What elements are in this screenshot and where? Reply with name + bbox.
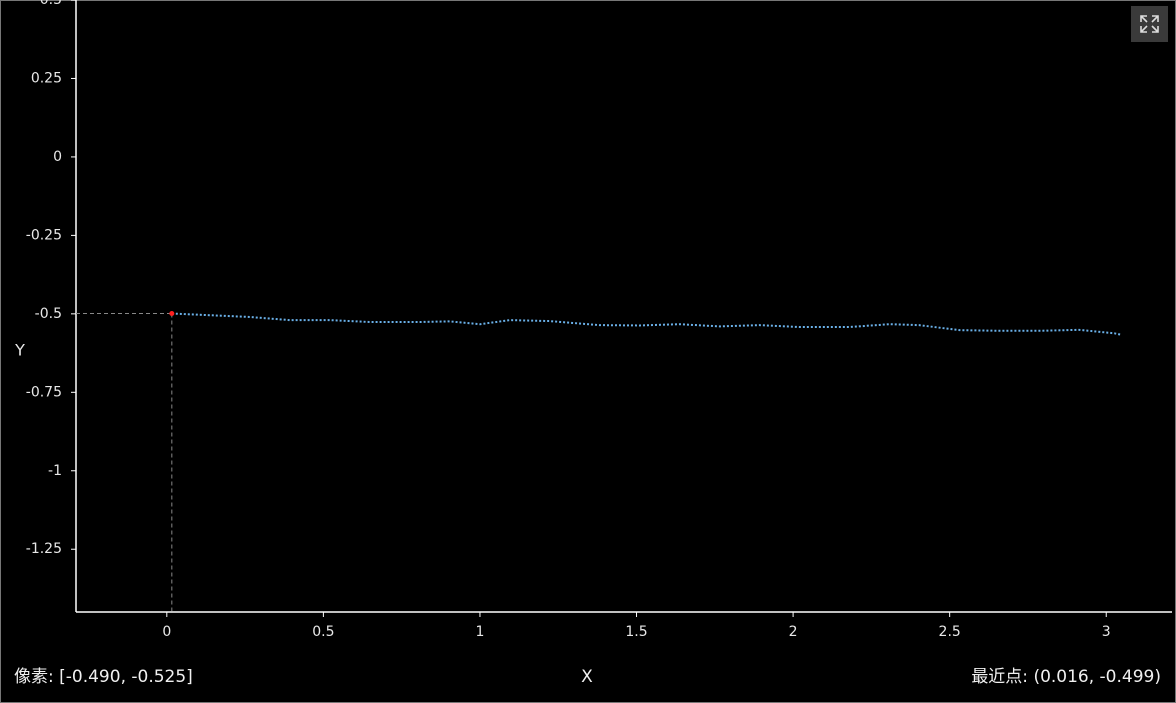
x-tick-label: 3 bbox=[1102, 624, 1111, 640]
data-line bbox=[171, 312, 1123, 336]
x-tick-label: 0.5 bbox=[312, 624, 334, 640]
y-tick-label: 0.5 bbox=[40, 0, 62, 8]
y-tick-label: -0.75 bbox=[26, 384, 62, 400]
y-tick-label: 0 bbox=[53, 149, 62, 165]
nearest-readout: 最近点: (0.016, -0.499) bbox=[971, 667, 1161, 687]
x-tick-label: 2.5 bbox=[939, 624, 961, 640]
y-tick-label: -0.25 bbox=[26, 227, 62, 243]
fullscreen-bg[interactable] bbox=[1131, 6, 1168, 42]
x-tick-label: 2 bbox=[789, 624, 798, 640]
x-axis-label: X bbox=[581, 667, 593, 687]
fullscreen-icon[interactable] bbox=[1140, 15, 1159, 33]
y-tick-label: -0.5 bbox=[35, 306, 62, 322]
y-axis-label: Y bbox=[14, 341, 25, 360]
x-tick-label: 1.5 bbox=[625, 624, 647, 640]
nearest-point bbox=[169, 311, 175, 317]
y-tick-label: -1 bbox=[48, 463, 62, 479]
y-tick-label: -1.25 bbox=[26, 541, 62, 557]
y-tick-label: 0.25 bbox=[31, 70, 62, 86]
x-tick-label: 1 bbox=[475, 624, 484, 640]
x-tick-label: 0 bbox=[162, 624, 171, 640]
pixel-readout: 像素: [-0.490, -0.525] bbox=[14, 667, 193, 687]
fullscreen-button[interactable] bbox=[1131, 6, 1168, 42]
